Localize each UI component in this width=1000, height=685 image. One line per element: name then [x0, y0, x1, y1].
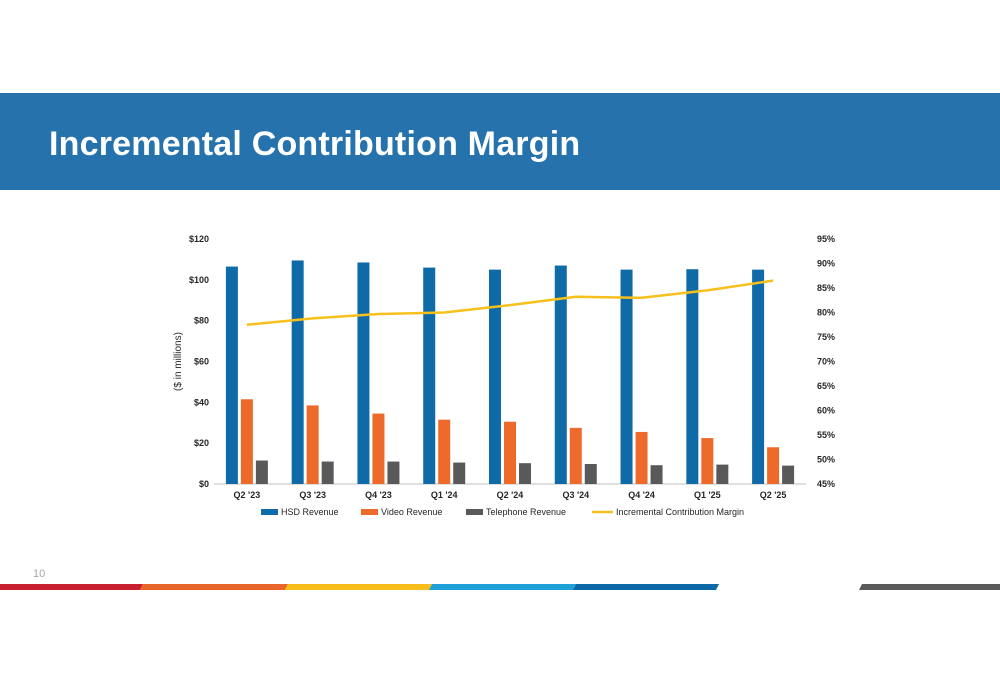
legend-label: Video Revenue — [381, 507, 442, 517]
y2-tick-label: 75% — [817, 332, 835, 342]
bar-video-revenue — [701, 438, 714, 484]
bar-hsd-revenue — [357, 262, 370, 484]
bar-video-revenue — [240, 399, 253, 484]
footer-segment-gray — [859, 584, 1000, 590]
y-tick-label: $100 — [189, 275, 209, 285]
y-tick-label: $40 — [194, 397, 209, 407]
bar-hsd-revenue — [225, 266, 238, 484]
bar-hsd-revenue — [423, 267, 436, 484]
x-tick-label: Q4 '24 — [628, 490, 655, 500]
bar-telephone-revenue — [387, 461, 400, 484]
bar-hsd-revenue — [291, 260, 304, 484]
y-tick-label: $0 — [199, 479, 209, 489]
line-incremental-contribution-margin — [246, 279, 774, 327]
bar-telephone-revenue — [321, 461, 334, 484]
bar-video-revenue — [504, 421, 516, 484]
y2-tick-label: 85% — [817, 283, 835, 293]
legend-label: Telephone Revenue — [486, 507, 566, 517]
y2-tick-label: 95% — [817, 234, 835, 244]
y-tick-label: $80 — [194, 316, 209, 326]
x-tick-label: Q2 '25 — [760, 490, 787, 500]
legend-label: HSD Revenue — [281, 507, 339, 517]
bar-hsd-revenue — [489, 269, 501, 484]
y-tick-label: $20 — [194, 438, 209, 448]
bar-hsd-revenue — [686, 269, 699, 484]
y-tick-label: $60 — [194, 357, 209, 367]
bar-telephone-revenue — [716, 464, 729, 484]
bar-video-revenue — [306, 405, 319, 484]
y2-tick-label: 55% — [817, 430, 835, 440]
legend-label: Incremental Contribution Margin — [616, 507, 744, 517]
y2-tick-label: 45% — [817, 479, 835, 489]
bar-telephone-revenue — [453, 462, 466, 484]
x-tick-label: Q1 '24 — [431, 490, 458, 500]
bar-telephone-revenue — [584, 463, 597, 484]
x-tick-label: Q2 '24 — [497, 490, 524, 500]
x-tick-label: Q1 '25 — [694, 490, 721, 500]
bar-hsd-revenue — [554, 265, 567, 484]
y2-tick-label: 50% — [817, 455, 835, 465]
page-number: 10 — [33, 568, 46, 580]
bar-video-revenue — [767, 447, 780, 484]
y2-tick-label: 60% — [817, 406, 835, 416]
y-axis-title: ($ in millions) — [173, 332, 184, 391]
x-tick-label: Q3 '23 — [299, 490, 326, 500]
footer-segment-yellow — [285, 584, 432, 590]
footer-segment-orange — [140, 584, 288, 590]
footer-segment-lightblue — [429, 584, 576, 590]
bar-video-revenue — [372, 413, 385, 484]
bar-telephone-revenue — [782, 465, 795, 484]
footer-segment-red — [0, 584, 143, 590]
bar-hsd-revenue — [752, 269, 765, 484]
footer-color-strip — [0, 584, 1000, 590]
bar-telephone-revenue — [650, 465, 663, 484]
x-tick-label: Q3 '24 — [562, 490, 589, 500]
bar-video-revenue — [569, 427, 582, 484]
bar-video-revenue — [635, 431, 648, 484]
footer-segment-blue — [573, 584, 719, 590]
y-tick-label: $120 — [189, 234, 209, 244]
legend-swatch — [466, 509, 483, 515]
slide-title: Incremental Contribution Margin — [49, 125, 581, 163]
legend-swatch — [361, 509, 378, 515]
bar-telephone-revenue — [255, 460, 268, 484]
legend-swatch — [261, 509, 278, 515]
bar-video-revenue — [438, 419, 451, 484]
y2-tick-label: 70% — [817, 357, 835, 367]
x-tick-label: Q4 '23 — [365, 490, 392, 500]
bar-hsd-revenue — [620, 269, 633, 484]
x-tick-label: Q2 '23 — [234, 490, 261, 500]
bar-telephone-revenue — [519, 463, 531, 484]
y2-tick-label: 65% — [817, 381, 835, 391]
title-banner — [0, 93, 1000, 190]
y2-tick-label: 80% — [817, 308, 835, 318]
y2-tick-label: 90% — [817, 259, 835, 269]
